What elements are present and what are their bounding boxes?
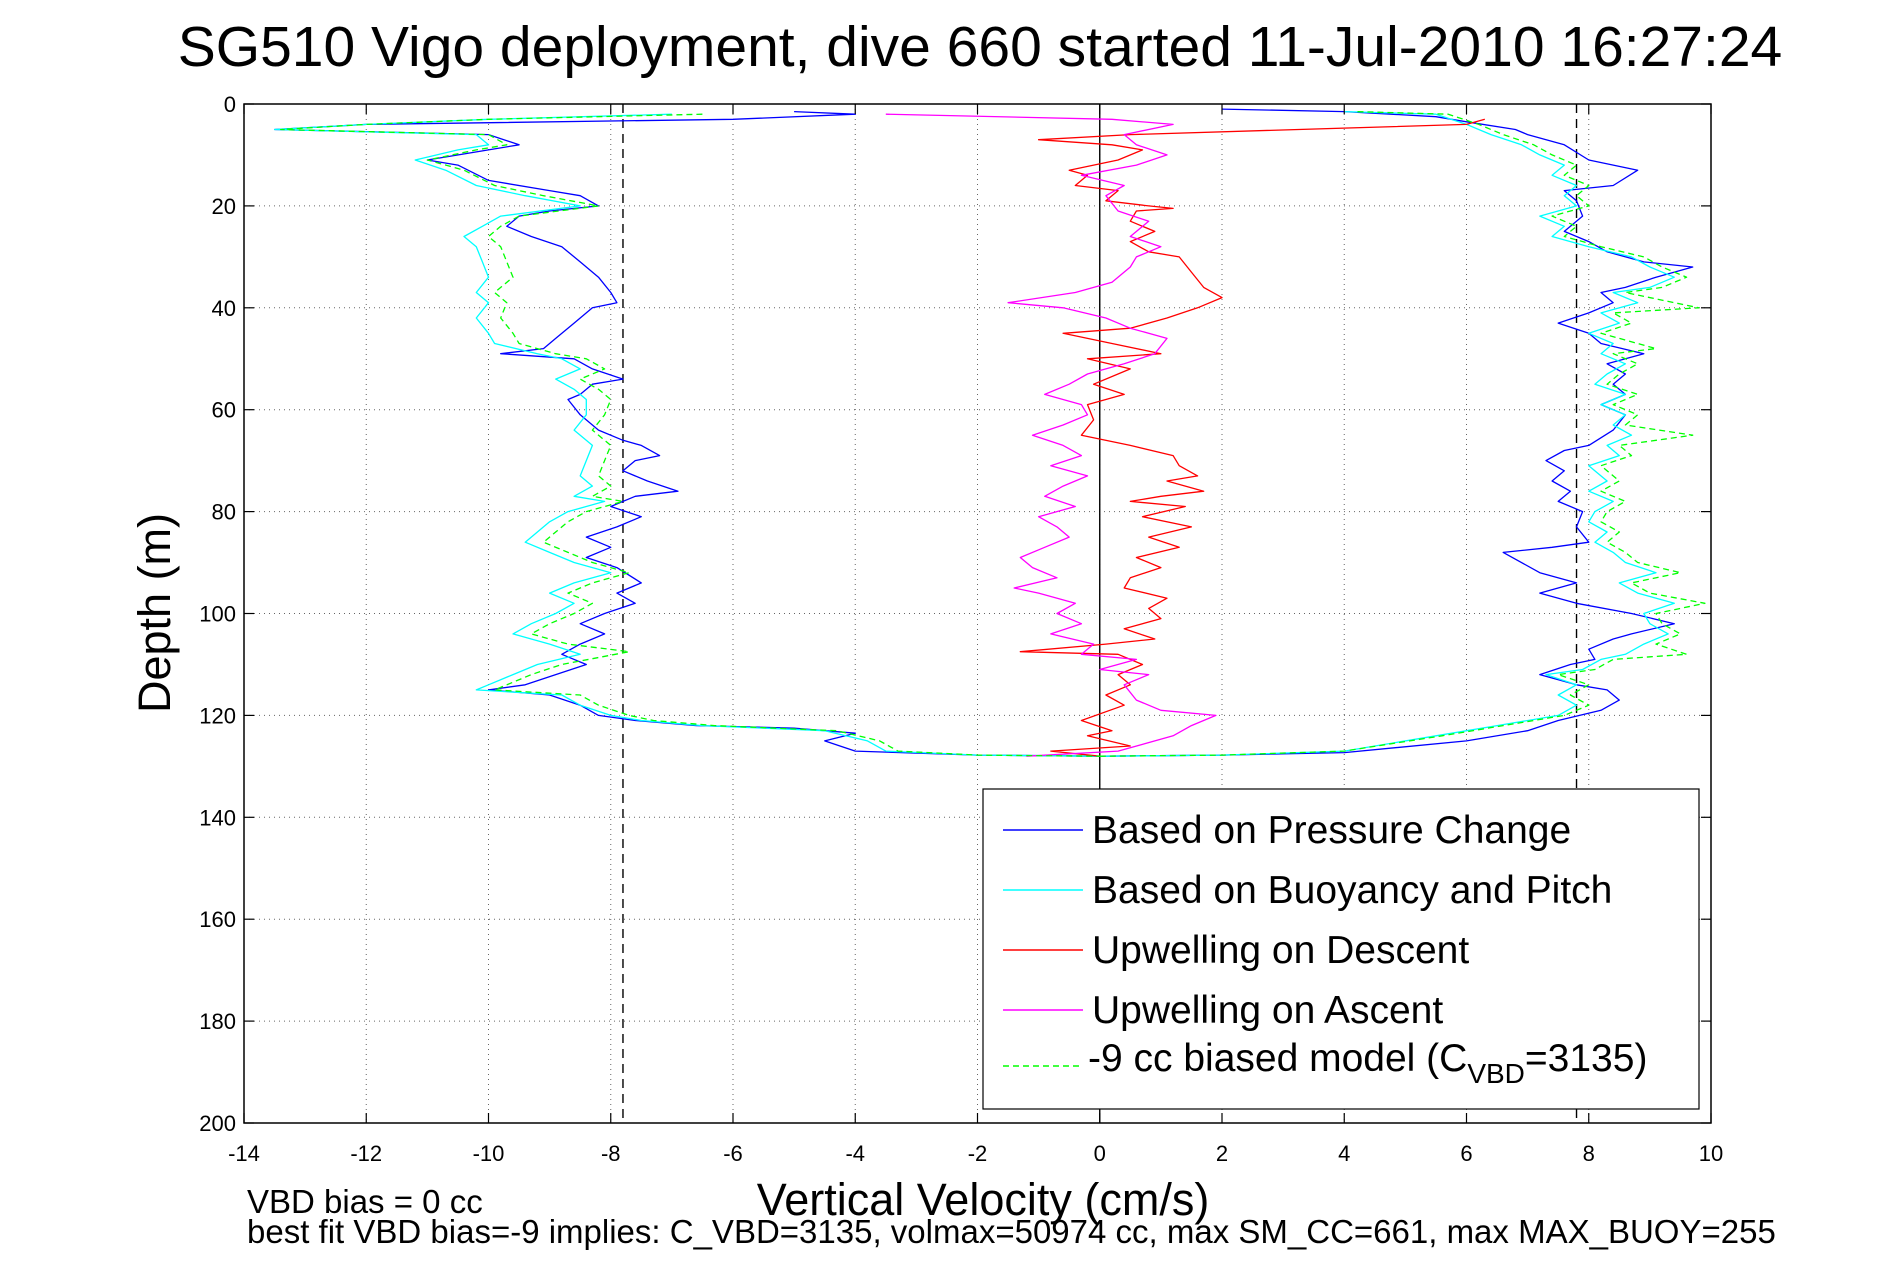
y-tick-label: 120	[199, 703, 236, 728]
legend: Based on Pressure Change Based on Buoyan…	[982, 788, 1700, 1110]
legend-label-ascent: Upwelling on Ascent	[1092, 989, 1443, 1032]
x-tick-label: -14	[228, 1141, 260, 1166]
series-upwelling-on-ascent-ascent	[885, 113, 1217, 757]
footer-best-fit: best fit VBD bias=-9 implies: C_VBD=3135…	[247, 1213, 1776, 1250]
x-tick-label: -8	[601, 1141, 621, 1166]
legend-label-pressure: Based on Pressure Change	[1092, 809, 1571, 852]
legend-label-buoyancy: Based on Buoyancy and Pitch	[1092, 869, 1612, 912]
y-tick-label: 60	[212, 398, 236, 423]
x-tick-label: -12	[350, 1141, 382, 1166]
series-based-on-pressure-change-descent	[273, 110, 1100, 757]
x-tick-label: 10	[1699, 1141, 1723, 1166]
y-tick-label: 0	[224, 92, 236, 117]
y-tick-label: 20	[212, 194, 236, 219]
y-tick-label: 140	[199, 805, 236, 830]
series-based-on-buoyancy-and-pitch-descent	[273, 113, 1100, 757]
legend-label-descent: Upwelling on Descent	[1092, 929, 1469, 972]
y-tick-label: 80	[212, 500, 236, 525]
y-axis-label: Depth (m)	[129, 513, 180, 713]
x-tick-label: -2	[968, 1141, 988, 1166]
data-series	[273, 108, 1706, 757]
x-tick-label: 6	[1460, 1141, 1472, 1166]
chart-title: SG510 Vigo deployment, dive 660 started …	[178, 15, 1783, 79]
y-tick-label: 100	[199, 602, 236, 627]
legend-label-biased-model: -9 cc biased model (CVBD=3135)	[1088, 1037, 1647, 1089]
x-tick-label: -10	[473, 1141, 505, 1166]
legend-swatches	[1003, 829, 1083, 1067]
y-tick-label: 40	[212, 296, 236, 321]
x-tick-label: -6	[723, 1141, 743, 1166]
series-upwelling-on-descent-descent	[1019, 118, 1485, 757]
x-tick-label: 4	[1338, 1141, 1350, 1166]
series-based-on-pressure-change-ascent	[1099, 108, 1694, 757]
y-tick-label: 180	[199, 1009, 236, 1034]
series-based-on-buoyancy-and-pitch-ascent	[1099, 110, 1675, 757]
legend-box	[982, 788, 1700, 1110]
series-9-cc-biased-model-cvbd-3135-descent	[280, 113, 1100, 757]
y-tick-label: 200	[199, 1111, 236, 1136]
x-tick-label: 0	[1094, 1141, 1106, 1166]
x-axis-label: Vertical Velocity (cm/s)	[757, 1174, 1210, 1225]
x-tick-label: 8	[1583, 1141, 1595, 1166]
series-9-cc-biased-model-cvbd-3135-ascent	[1099, 110, 1706, 757]
legend-label-biased-subscript: VBD	[1467, 1058, 1525, 1089]
legend-label-biased-prefix: -9 cc biased model (C	[1088, 1037, 1467, 1080]
x-tick-label: -4	[845, 1141, 865, 1166]
footer-vbd-bias: VBD bias = 0 cc	[247, 1183, 483, 1220]
y-axis-ticks: 0 20 40 60 80 100 120 140 160 180 200	[199, 92, 1711, 1136]
x-axis-ticks: -14 -12 -10 -8 -6 -4 -2 0 2 4 6 8 10	[228, 104, 1723, 1166]
y-tick-label: 160	[199, 907, 236, 932]
legend-label-biased-suffix: =3135)	[1525, 1037, 1648, 1080]
x-tick-label: 2	[1216, 1141, 1228, 1166]
